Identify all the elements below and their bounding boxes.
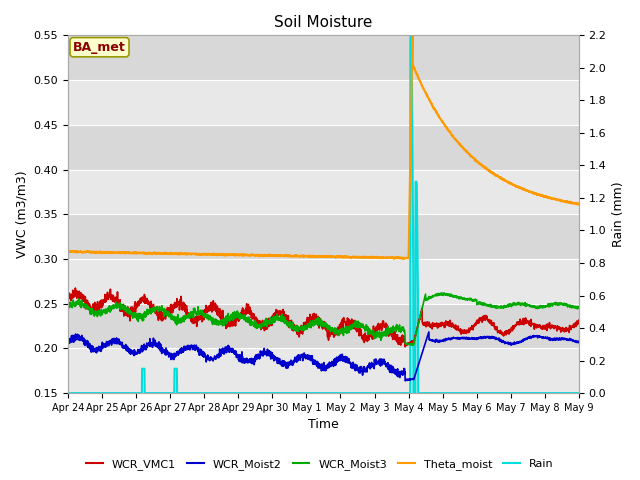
Theta_moist (575, 201, 582, 207)
Bar (68, 348, 579, 393)
WCR_Moist2 (64, 341, 72, 347)
Rain (575, 390, 582, 396)
Title: Soil Moisture: Soil Moisture (275, 15, 372, 30)
Rain (207, 390, 214, 396)
WCR_Moist3 (338, 329, 346, 335)
Line: Theta_moist: Theta_moist (68, 32, 579, 259)
Rain (406, 33, 414, 38)
Theta_moist (531, 191, 538, 197)
WCR_Moist2 (338, 357, 346, 363)
WCR_VMC1 (64, 295, 72, 301)
WCR_Moist3 (545, 301, 552, 307)
Y-axis label: Rain (mm): Rain (mm) (612, 181, 625, 247)
Bar (68, 36, 579, 80)
X-axis label: Time: Time (308, 419, 339, 432)
Text: BA_met: BA_met (73, 41, 126, 54)
WCR_Moist3 (64, 303, 72, 309)
Bar (68, 169, 579, 214)
WCR_VMC1 (349, 321, 357, 327)
WCR_VMC1 (401, 344, 409, 349)
Theta_moist (390, 256, 398, 262)
WCR_Moist2 (425, 329, 433, 335)
Theta_moist (64, 249, 72, 254)
Theta_moist (409, 29, 417, 35)
Theta_moist (472, 157, 480, 163)
Bar (68, 259, 579, 304)
Theta_moist (349, 254, 356, 260)
WCR_Moist3 (531, 304, 538, 310)
WCR_VMC1 (72, 285, 79, 291)
Theta_moist (545, 194, 552, 200)
WCR_Moist2 (531, 334, 538, 339)
Rain (472, 390, 479, 396)
WCR_Moist2 (545, 336, 552, 341)
Rain (530, 390, 538, 396)
WCR_Moist3 (440, 290, 447, 296)
Bar (68, 214, 579, 259)
WCR_Moist3 (472, 298, 480, 303)
WCR_Moist3 (207, 315, 214, 321)
WCR_Moist3 (575, 304, 582, 310)
Line: Rain: Rain (68, 36, 579, 393)
Theta_moist (338, 254, 346, 260)
Line: WCR_Moist3: WCR_Moist3 (68, 293, 579, 345)
WCR_VMC1 (338, 321, 346, 326)
Bar (68, 125, 579, 169)
Legend: WCR_VMC1, WCR_Moist2, WCR_Moist3, Theta_moist, Rain: WCR_VMC1, WCR_Moist2, WCR_Moist3, Theta_… (82, 455, 558, 474)
Bar (68, 80, 579, 125)
WCR_VMC1 (472, 322, 480, 328)
WCR_Moist2 (575, 339, 582, 345)
WCR_Moist2 (401, 378, 409, 384)
Rain (349, 390, 356, 396)
Line: WCR_Moist2: WCR_Moist2 (68, 332, 579, 381)
Bar (68, 304, 579, 348)
WCR_VMC1 (207, 301, 214, 307)
WCR_Moist3 (349, 324, 356, 330)
Line: WCR_VMC1: WCR_VMC1 (68, 288, 579, 347)
WCR_VMC1 (531, 322, 538, 327)
WCR_Moist2 (472, 336, 480, 341)
WCR_VMC1 (545, 323, 552, 328)
Y-axis label: VWC (m3/m3): VWC (m3/m3) (15, 170, 28, 258)
WCR_Moist3 (410, 342, 417, 348)
Rain (338, 390, 346, 396)
WCR_Moist2 (349, 364, 356, 370)
WCR_VMC1 (575, 318, 582, 324)
Theta_moist (207, 252, 214, 257)
Rain (64, 390, 72, 396)
Rain (544, 390, 552, 396)
WCR_Moist2 (207, 354, 214, 360)
